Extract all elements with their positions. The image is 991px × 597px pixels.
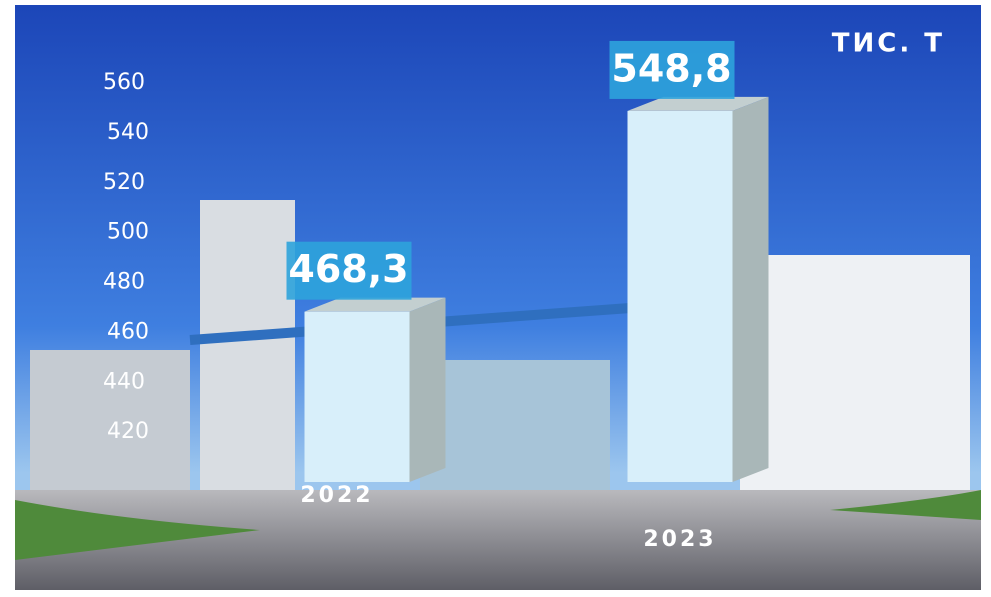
bar-side <box>409 297 446 482</box>
y-tick-label: 440 <box>103 369 145 394</box>
bar <box>304 311 410 482</box>
y-tick-label: 520 <box>103 170 145 195</box>
y-tick-label: 460 <box>107 319 149 344</box>
y-tick-label: 420 <box>107 419 149 444</box>
y-tick-label: 480 <box>103 270 145 295</box>
value-label: 468,3 <box>288 247 408 291</box>
y-tick-label: 540 <box>107 120 149 145</box>
bar-side <box>732 96 769 483</box>
unit-label: ТИС. Т <box>832 29 945 59</box>
x-tick-label: 2023 <box>643 527 716 552</box>
y-tick-label: 500 <box>107 220 149 245</box>
background-photo <box>15 5 981 590</box>
value-label-box <box>286 241 412 300</box>
bar <box>627 110 733 483</box>
x-tick-label: 2022 <box>300 483 373 508</box>
value-label-box <box>609 40 735 99</box>
bar-top <box>627 96 769 111</box>
value-label: 548,8 <box>611 46 731 90</box>
bar-top <box>304 297 446 312</box>
y-tick-label: 560 <box>103 70 145 95</box>
